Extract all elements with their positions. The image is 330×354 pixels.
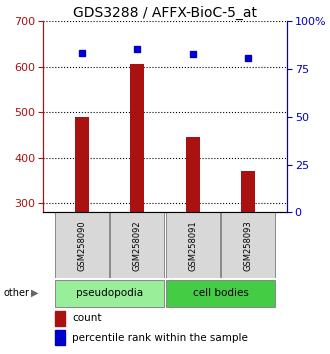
Text: count: count xyxy=(72,313,102,323)
Text: GSM258091: GSM258091 xyxy=(188,220,197,271)
Bar xyxy=(55,330,65,345)
Text: GSM258090: GSM258090 xyxy=(77,220,86,271)
Text: other: other xyxy=(3,288,29,298)
Text: pseudopodia: pseudopodia xyxy=(76,288,143,298)
Text: GSM258093: GSM258093 xyxy=(244,220,253,271)
Text: percentile rank within the sample: percentile rank within the sample xyxy=(72,333,248,343)
FancyBboxPatch shape xyxy=(54,280,164,307)
Text: cell bodies: cell bodies xyxy=(193,288,248,298)
Text: ▶: ▶ xyxy=(31,288,39,298)
Title: GDS3288 / AFFX-BioC-5_at: GDS3288 / AFFX-BioC-5_at xyxy=(73,6,257,20)
Text: GSM258092: GSM258092 xyxy=(133,220,142,271)
Bar xyxy=(130,64,144,212)
FancyBboxPatch shape xyxy=(54,212,109,278)
FancyBboxPatch shape xyxy=(166,280,276,307)
Bar xyxy=(186,137,200,212)
FancyBboxPatch shape xyxy=(110,212,164,278)
Bar xyxy=(241,171,255,212)
Bar xyxy=(75,117,89,212)
Bar xyxy=(55,311,65,326)
FancyBboxPatch shape xyxy=(166,212,220,278)
FancyBboxPatch shape xyxy=(221,212,276,278)
